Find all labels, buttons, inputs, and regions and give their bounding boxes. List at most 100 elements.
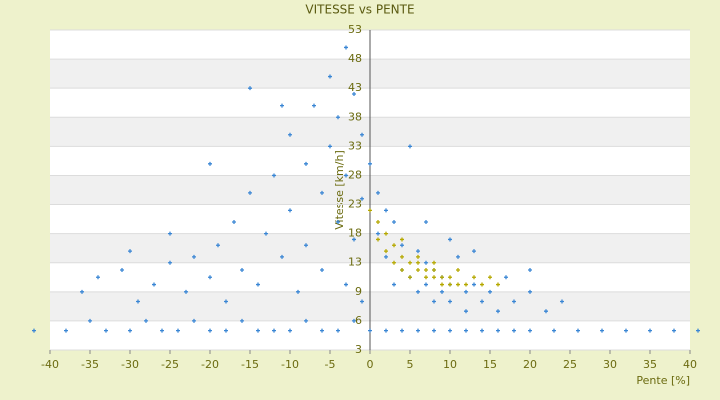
x-tick-label: 10 <box>443 358 457 371</box>
data-point <box>424 260 428 265</box>
data-point <box>128 328 132 333</box>
x-tick-label: -25 <box>161 358 179 371</box>
data-point <box>368 161 372 166</box>
data-point <box>416 328 420 333</box>
data-point <box>96 275 100 280</box>
data-point <box>392 260 396 265</box>
data-point <box>496 328 500 333</box>
x-tick-label: 25 <box>563 358 577 371</box>
data-point <box>464 289 468 294</box>
data-point <box>344 282 348 287</box>
x-tick-label: 20 <box>523 358 537 371</box>
data-point <box>416 268 420 272</box>
data-point <box>184 289 188 294</box>
y-tick-label: 3 <box>355 343 362 356</box>
data-point <box>424 220 428 224</box>
data-point <box>216 243 220 248</box>
data-point <box>544 309 548 314</box>
data-point <box>392 282 396 287</box>
data-point <box>368 208 372 213</box>
y-tick-label: 38 <box>348 110 362 123</box>
data-point <box>352 318 356 323</box>
data-point <box>488 289 492 294</box>
data-point <box>328 144 332 149</box>
data-point <box>496 309 500 314</box>
data-point <box>416 249 420 254</box>
data-point <box>80 289 84 294</box>
data-point <box>384 231 388 236</box>
data-point <box>192 318 196 323</box>
data-point <box>464 282 468 287</box>
data-point <box>504 275 508 280</box>
y-tick-label: 9 <box>355 285 362 298</box>
data-point <box>344 173 348 178</box>
data-point <box>208 161 212 166</box>
data-point <box>248 86 252 91</box>
data-point <box>288 208 292 213</box>
data-point <box>240 318 244 323</box>
data-point <box>352 237 356 242</box>
data-point <box>432 328 436 333</box>
data-point <box>400 328 404 333</box>
data-point <box>448 237 452 242</box>
data-point <box>360 299 364 304</box>
data-point <box>448 275 452 280</box>
data-point <box>176 328 180 333</box>
data-point <box>208 328 212 333</box>
data-point <box>464 309 468 314</box>
data-point <box>400 254 404 259</box>
data-point <box>416 289 420 294</box>
data-point <box>392 220 396 224</box>
data-point <box>152 282 156 287</box>
data-point <box>120 268 124 272</box>
data-point <box>208 275 212 280</box>
data-point <box>304 161 308 166</box>
data-point <box>224 299 228 304</box>
data-point <box>440 275 444 280</box>
data-point <box>400 237 404 242</box>
data-point <box>512 299 516 304</box>
x-tick-label: -35 <box>81 358 99 371</box>
data-point <box>576 328 580 333</box>
data-point <box>440 282 444 287</box>
x-tick-label: -30 <box>121 358 139 371</box>
data-point <box>432 275 436 280</box>
data-point <box>328 74 332 79</box>
data-point <box>560 299 564 304</box>
data-point <box>336 328 340 333</box>
data-point <box>448 328 452 333</box>
data-point <box>232 220 236 224</box>
y-tick-label: 33 <box>348 139 362 152</box>
x-tick-label: -20 <box>201 358 219 371</box>
data-point <box>696 328 700 333</box>
data-point <box>456 254 460 259</box>
data-point <box>384 249 388 254</box>
data-point <box>336 220 340 224</box>
data-point <box>168 231 172 236</box>
data-point <box>432 260 436 265</box>
data-point <box>288 328 292 333</box>
data-point <box>296 289 300 294</box>
data-point <box>448 282 452 287</box>
data-point <box>472 275 476 280</box>
data-point <box>304 318 308 323</box>
data-point <box>128 249 132 254</box>
data-point <box>320 190 324 195</box>
data-point <box>480 282 484 287</box>
x-tick-label: 5 <box>407 358 414 371</box>
data-point <box>344 45 348 50</box>
x-tick-label: -5 <box>325 358 336 371</box>
data-point <box>368 328 372 333</box>
data-point <box>440 289 444 294</box>
data-point <box>104 328 108 333</box>
data-point <box>528 289 532 294</box>
data-point <box>224 328 228 333</box>
data-point <box>464 328 468 333</box>
data-point <box>288 132 292 137</box>
data-point <box>192 254 196 259</box>
data-point <box>624 328 628 333</box>
data-point <box>160 328 164 333</box>
data-point <box>136 299 140 304</box>
data-point <box>376 220 380 224</box>
x-axis-label: Pente [%] <box>636 374 690 387</box>
